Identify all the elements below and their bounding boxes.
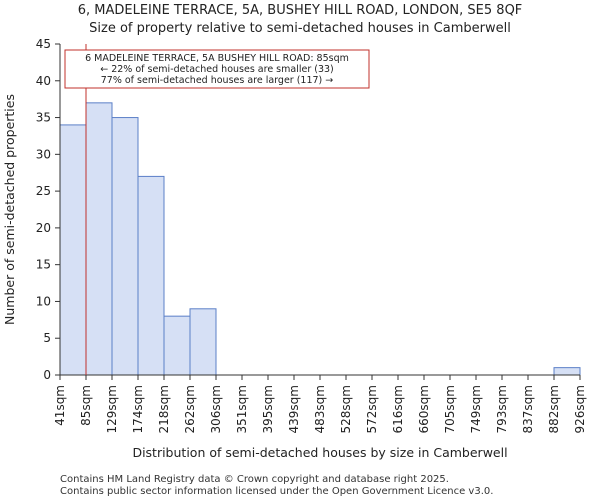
y-tick-label: 5 — [43, 331, 51, 345]
x-tick-label: 351sqm — [235, 385, 249, 433]
x-tick-label: 395sqm — [261, 385, 275, 433]
y-tick-label: 25 — [36, 184, 51, 198]
y-tick-label: 30 — [36, 147, 51, 161]
y-tick-label: 0 — [43, 368, 51, 382]
x-tick-label: 218sqm — [157, 385, 171, 433]
footer-licence: Contains public sector information licen… — [60, 486, 494, 497]
x-tick-label: 926sqm — [573, 385, 587, 433]
annotation-text: 77% of semi-detached houses are larger (… — [101, 75, 334, 86]
histogram-chart: 0 5 10 15 20 25 30 35 40 45 41sqm 85sqm 129sqm 174sqm… — [2, 37, 587, 460]
y-tick-label: 40 — [36, 74, 51, 88]
y-tick-label: 10 — [36, 294, 51, 308]
x-axis-label: Distribution of semi-detached houses by … — [132, 445, 507, 460]
x-tick-label: 85sqm — [79, 385, 93, 426]
x-tick-label: 882sqm — [547, 385, 561, 433]
histogram-bar — [137, 175, 165, 376]
y-tick-label: 45 — [36, 37, 51, 51]
x-tick-label: 483sqm — [313, 385, 327, 433]
annotation-box — [64, 49, 370, 89]
histogram-bar — [111, 117, 139, 376]
annotation-text: ← 22% of semi-detached houses are smalle… — [100, 64, 334, 75]
histogram-bar — [553, 367, 581, 376]
x-tick-label: 439sqm — [287, 385, 301, 433]
chart-subtitle: Size of property relative to semi-detach… — [89, 21, 511, 36]
y-axis-label: Number of semi-detached properties — [2, 94, 17, 325]
x-tick-label: 660sqm — [417, 385, 431, 433]
x-tick-label: 793sqm — [495, 385, 509, 433]
x-tick-label: 306sqm — [209, 385, 223, 433]
x-tick-label: 616sqm — [391, 385, 405, 433]
x-tick-label: 837sqm — [521, 385, 535, 433]
x-tick-label: 528sqm — [339, 385, 353, 433]
y-tick-label: 15 — [36, 258, 51, 272]
y-tick-label: 20 — [36, 221, 51, 235]
x-tick-label: 572sqm — [365, 385, 379, 433]
histogram-bar — [163, 315, 191, 376]
y-tick-label: 35 — [36, 111, 51, 125]
x-tick-label: 705sqm — [443, 385, 457, 433]
x-tick-label: 129sqm — [105, 385, 119, 433]
x-tick-label: 749sqm — [469, 385, 483, 433]
histogram-bar — [189, 308, 217, 376]
x-tick-label: 41sqm — [53, 385, 67, 426]
x-tick-label: 262sqm — [183, 385, 197, 433]
chart-title: 6, MADELEINE TERRACE, 5A, BUSHEY HILL RO… — [77, 3, 523, 18]
x-tick-label: 174sqm — [131, 385, 145, 433]
annotation-text: 6 MADELEINE TERRACE, 5A BUSHEY HILL ROAD… — [85, 53, 349, 64]
footer-copyright: Contains HM Land Registry data © Crown c… — [60, 474, 449, 485]
histogram-bar — [85, 102, 113, 376]
histogram-bar — [59, 124, 87, 376]
